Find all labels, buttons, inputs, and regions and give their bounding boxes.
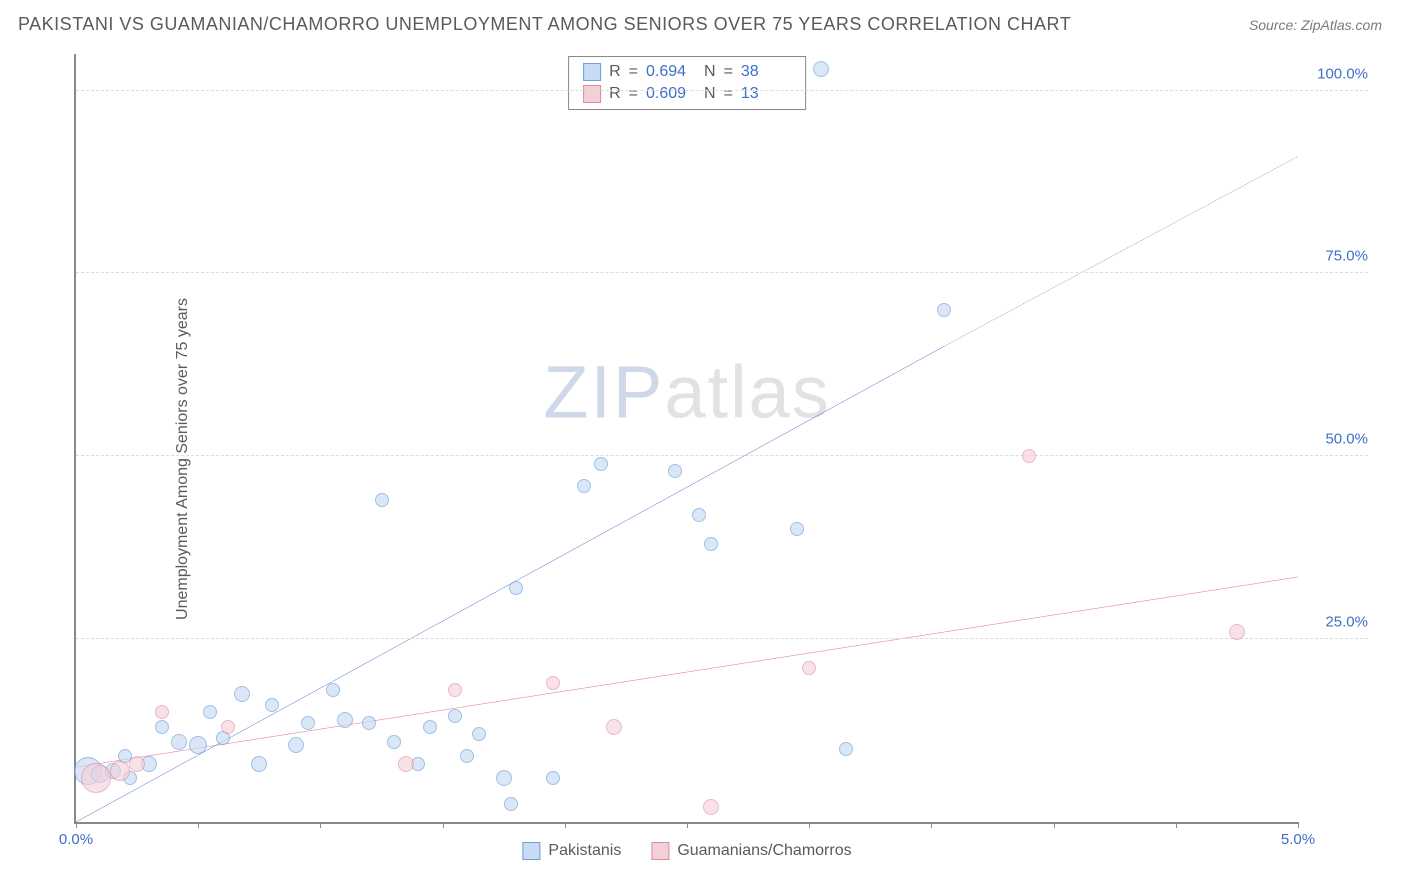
stat-n-value: 38 xyxy=(741,63,791,81)
scatter-point xyxy=(504,797,518,811)
gridline-horizontal xyxy=(76,272,1368,273)
scatter-point xyxy=(301,716,315,730)
scatter-point xyxy=(937,303,951,317)
chart-title: PAKISTANI VS GUAMANIAN/CHAMORRO UNEMPLOY… xyxy=(18,14,1071,35)
x-tick-label: 0.0% xyxy=(59,831,93,848)
trend-line-dashed xyxy=(944,156,1298,346)
x-tick xyxy=(1176,822,1177,828)
scatter-point xyxy=(129,756,145,772)
scatter-point xyxy=(288,737,304,753)
series-swatch xyxy=(583,63,601,81)
scatter-point xyxy=(221,720,235,734)
scatter-point xyxy=(606,719,622,735)
scatter-point xyxy=(337,712,353,728)
stat-r-value: 0.694 xyxy=(646,63,696,81)
scatter-point xyxy=(704,537,718,551)
correlation-stats-box: R = 0.694 N = 38 R = 0.609 N = 13 xyxy=(568,56,806,110)
plot-area: ZIPatlas R=0.694N=38R=0.609N=13 Pakistan… xyxy=(74,54,1298,824)
trend-line-solid xyxy=(76,577,1298,767)
legend-swatch xyxy=(522,842,540,860)
gridline-horizontal xyxy=(76,455,1368,456)
scatter-point xyxy=(577,479,591,493)
scatter-point xyxy=(81,763,111,793)
scatter-point xyxy=(448,683,462,697)
scatter-point xyxy=(265,698,279,712)
scatter-point xyxy=(839,742,853,756)
stat-eq: = xyxy=(724,63,733,81)
scatter-point xyxy=(362,716,376,730)
x-tick xyxy=(565,822,566,828)
stat-eq: = xyxy=(724,85,733,103)
scatter-point xyxy=(546,676,560,690)
scatter-point xyxy=(668,464,682,478)
scatter-point xyxy=(594,457,608,471)
series-swatch xyxy=(583,85,601,103)
scatter-point xyxy=(387,735,401,749)
stat-n-value: 13 xyxy=(741,85,791,103)
source-attribution: Source: ZipAtlas.com xyxy=(1249,17,1382,33)
legend-label: Guamanians/Chamorros xyxy=(677,842,851,860)
scatter-point xyxy=(375,493,389,507)
stats-row: R = 0.609 N = 13 xyxy=(583,83,791,105)
x-tick xyxy=(1054,822,1055,828)
scatter-point xyxy=(110,761,130,781)
series-legend: Pakistanis Guamanians/Chamorros xyxy=(522,842,851,860)
x-tick xyxy=(1298,822,1299,828)
scatter-point xyxy=(472,727,486,741)
y-tick-label: 25.0% xyxy=(1325,614,1368,631)
stat-r-value: 0.609 xyxy=(646,85,696,103)
gridline-horizontal xyxy=(76,638,1368,639)
scatter-point xyxy=(155,720,169,734)
scatter-point xyxy=(234,686,250,702)
scatter-point xyxy=(546,771,560,785)
y-tick-label: 75.0% xyxy=(1325,248,1368,265)
x-tick xyxy=(687,822,688,828)
stat-r-label: R xyxy=(609,85,621,103)
scatter-point xyxy=(1229,624,1245,640)
scatter-point xyxy=(326,683,340,697)
x-tick xyxy=(809,822,810,828)
scatter-point xyxy=(509,581,523,595)
scatter-point xyxy=(423,720,437,734)
scatter-point xyxy=(460,749,474,763)
legend-swatch xyxy=(651,842,669,860)
y-tick-label: 50.0% xyxy=(1325,431,1368,448)
scatter-point xyxy=(813,61,829,77)
scatter-point xyxy=(790,522,804,536)
scatter-point xyxy=(171,734,187,750)
x-tick-label: 5.0% xyxy=(1281,831,1315,848)
legend-item: Guamanians/Chamorros xyxy=(651,842,851,860)
stat-eq: = xyxy=(629,85,638,103)
gridline-horizontal xyxy=(76,90,1368,91)
scatter-point xyxy=(1022,449,1036,463)
scatter-point xyxy=(203,705,217,719)
scatter-point xyxy=(251,756,267,772)
scatter-point xyxy=(802,661,816,675)
x-tick xyxy=(76,822,77,828)
scatter-point xyxy=(398,756,414,772)
stat-r-label: R xyxy=(609,63,621,81)
legend-item: Pakistanis xyxy=(522,842,621,860)
y-tick-label: 100.0% xyxy=(1317,65,1368,82)
stat-eq: = xyxy=(629,63,638,81)
scatter-point xyxy=(448,709,462,723)
scatter-point xyxy=(692,508,706,522)
x-tick xyxy=(443,822,444,828)
x-tick xyxy=(931,822,932,828)
chart-container: Unemployment Among Seniors over 75 years… xyxy=(18,44,1388,874)
scatter-point xyxy=(703,799,719,815)
x-tick xyxy=(198,822,199,828)
stats-row: R = 0.694 N = 38 xyxy=(583,61,791,83)
stat-n-label: N xyxy=(704,85,716,103)
x-tick xyxy=(320,822,321,828)
stat-n-label: N xyxy=(704,63,716,81)
scatter-point xyxy=(189,736,207,754)
trend-lines-svg xyxy=(76,54,1298,822)
scatter-point xyxy=(155,705,169,719)
legend-label: Pakistanis xyxy=(548,842,621,860)
scatter-point xyxy=(496,770,512,786)
